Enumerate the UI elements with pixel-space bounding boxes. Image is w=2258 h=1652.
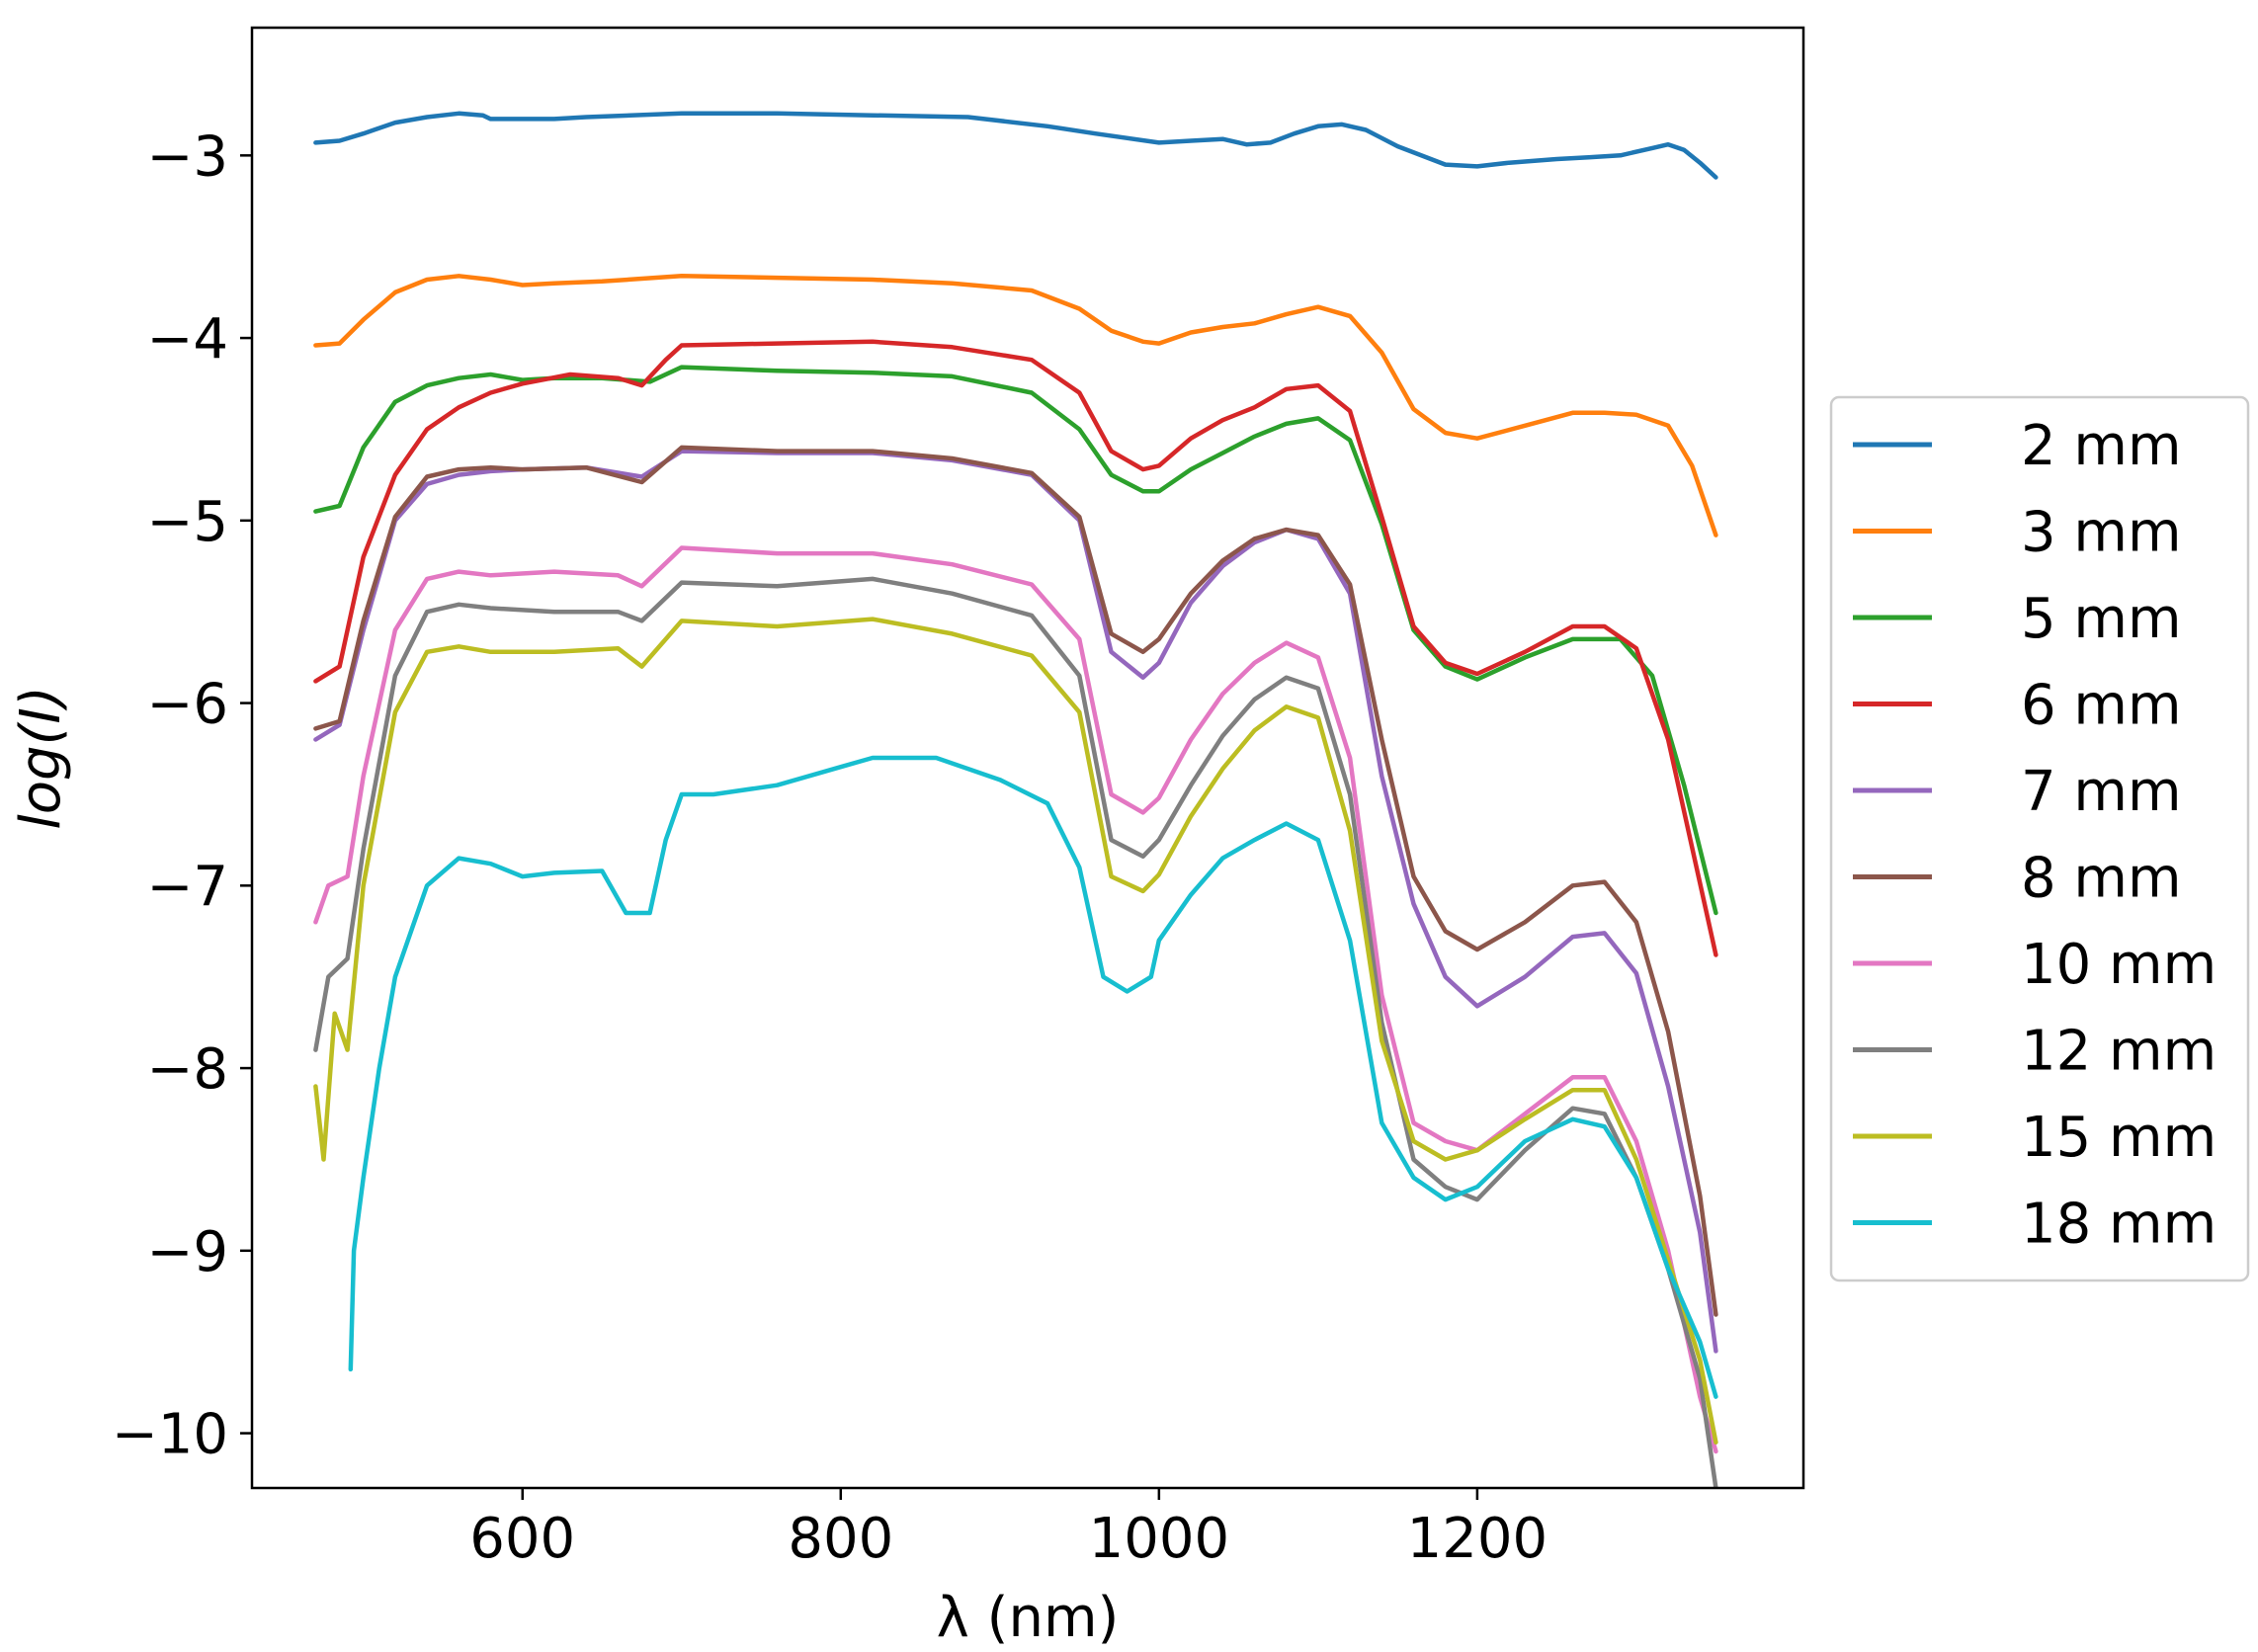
legend-label: 12 mm [2021,1020,2216,1084]
x-axis: 600 800 1000 1200 [469,1488,1547,1571]
legend-label: 10 mm [2021,933,2216,997]
legend-label: 18 mm [2021,1193,2216,1257]
series-line-15-mm [313,617,1718,1446]
series-line-6-mm [313,339,1718,957]
y-tick-label: −6 [146,673,228,737]
series-line-2-mm [313,111,1718,180]
y-axis-label: log(I) [9,686,73,830]
series-line-5-mm [313,365,1718,916]
y-tick-label: −3 [146,124,228,189]
x-tick-label: 1000 [1089,1507,1230,1571]
series-line-3-mm [313,274,1718,537]
legend-label: 3 mm [2021,501,2182,565]
y-tick-label: −8 [146,1037,228,1102]
legend-label: 5 mm [2021,587,2182,651]
series-line-10-mm [313,545,1718,1454]
series-line-7-mm [313,449,1718,1354]
legend-label: 2 mm [2021,414,2182,478]
x-tick-label: 1200 [1407,1507,1548,1571]
x-tick-label: 800 [788,1507,893,1571]
legend-frame [1829,395,2250,1282]
legend-label: 7 mm [2021,760,2182,824]
series-line-18-mm [348,755,1718,1399]
legend: 2 mm 3 mm 5 mm 6 mm 7 mm 8 mm 10 mm 12 mm 15 mm 1… [1829,395,2250,1282]
y-tick-label: −10 [112,1403,228,1467]
series-layer [313,111,1718,1488]
y-tick-label: −4 [146,307,228,372]
y-tick-label: −5 [146,490,228,554]
legend-label: 15 mm [2021,1106,2216,1170]
x-axis-label: λ (nm) [937,1586,1120,1650]
y-tick-label: −7 [146,855,228,919]
legend-label: 6 mm [2021,674,2182,738]
series-line-12-mm [313,576,1718,1488]
legend-label: 8 mm [2021,847,2182,911]
y-tick-label: −9 [146,1220,228,1284]
plot-area-frame [250,26,1805,1490]
x-tick-label: 600 [469,1507,575,1571]
series-line-8-mm [313,445,1718,1317]
y-axis: −3 −4 −5 −6 −7 −8 −9 −10 [112,124,252,1467]
